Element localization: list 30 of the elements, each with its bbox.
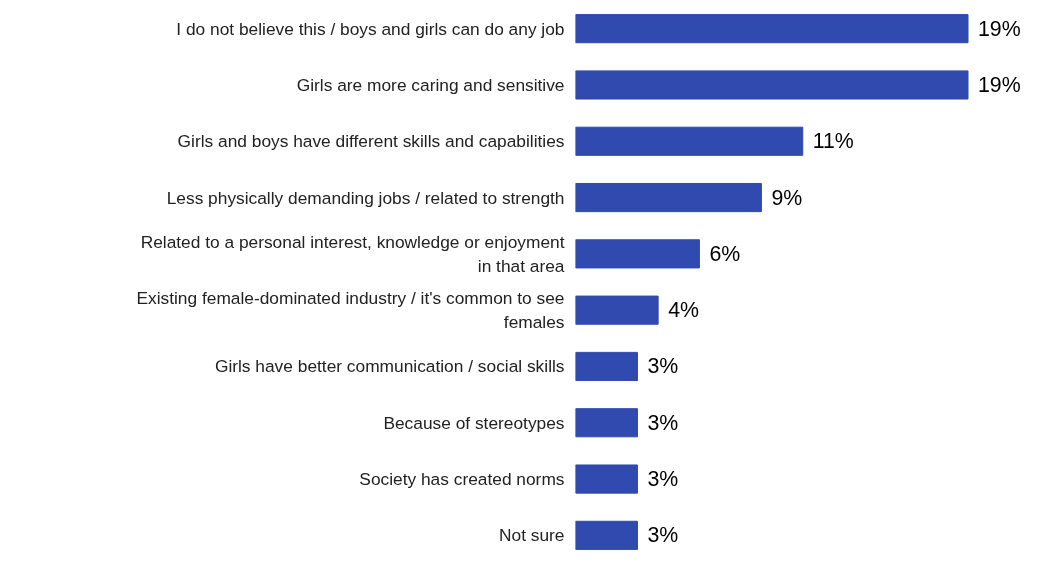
y-tick-label: Because of stereotypes: [383, 412, 565, 433]
y-tick-label: Girls are more caring and sensitive: [296, 74, 565, 95]
bar: [575, 182, 762, 213]
bar: [575, 351, 638, 382]
bar: [575, 126, 804, 156]
data-label: 19%: [978, 72, 1021, 97]
y-tick-label: Related to a personal interest, knowledge or enjoyment in that area: [140, 231, 565, 276]
data-label: 3%: [647, 523, 679, 548]
data-label: 4%: [668, 298, 699, 323]
data-label: 11%: [812, 129, 854, 154]
data-label: 19%: [978, 16, 1021, 41]
data-label: 9%: [771, 185, 803, 210]
y-tick-label: Less physically demanding jobs / related to strength: [166, 187, 565, 208]
bar: [575, 239, 700, 269]
bar: [575, 295, 659, 325]
bar: [575, 464, 638, 494]
y-tick-label: Girls and boys have different skills and capabilities: [177, 131, 565, 152]
bar: [575, 520, 638, 550]
data-label: 3%: [647, 410, 679, 435]
y-tick-label: Existing female-dominated industry / it's common to see females: [136, 288, 565, 333]
y-tick-label: Not sure: [499, 525, 565, 546]
data-label: 3%: [647, 467, 679, 492]
y-tick-label: Girls have better communication / social skills: [214, 356, 565, 377]
data-label: 6%: [709, 241, 741, 266]
bar: [575, 70, 969, 100]
data-label: 3%: [647, 354, 679, 379]
y-tick-label: I do not believe this / boys and girls can do any job: [176, 18, 565, 39]
bar: [575, 14, 969, 44]
bar: [575, 408, 638, 438]
y-tick-label: Society has created norms: [359, 469, 565, 490]
